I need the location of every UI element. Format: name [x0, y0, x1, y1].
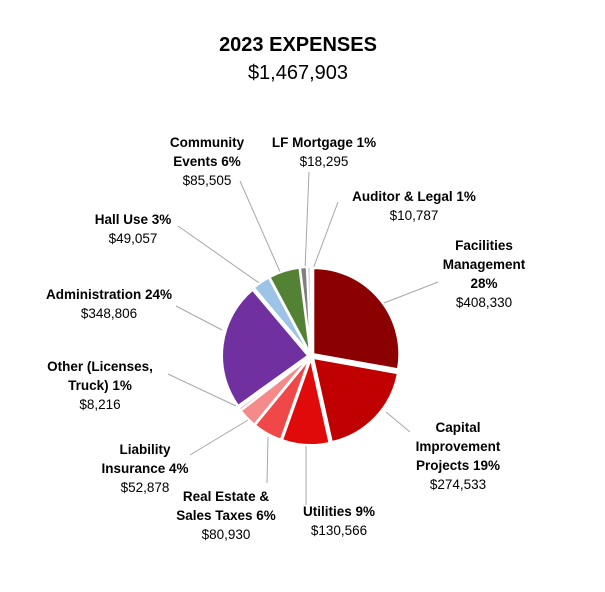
slice-label-value: $274,533	[430, 477, 486, 492]
leader-line	[189, 419, 249, 456]
slice-label-value: $348,806	[81, 306, 137, 321]
slice-label-name: LF Mortgage 1%	[272, 135, 376, 150]
leader-line	[167, 373, 237, 407]
slice-label: Hall Use 3% $49,057	[95, 212, 172, 246]
slice-label: LF Mortgage 1% $18,295	[272, 135, 376, 169]
slice-label-name: Projects 19%	[416, 458, 500, 473]
slice-label-name: Real Estate &	[183, 489, 270, 504]
pie-slice-facilities-management	[312, 267, 401, 371]
chart-title: 2023 EXPENSES	[219, 34, 377, 56]
pie-slice-auditor-legal	[305, 266, 312, 354]
slice-label-name: Liability	[119, 442, 170, 457]
slice-label-name: Hall Use 3%	[95, 212, 172, 227]
leader-line	[175, 305, 223, 331]
slice-label-value: $8,216	[79, 397, 120, 412]
pie-slice-administration	[221, 288, 310, 408]
pie-slices	[221, 266, 401, 446]
leader-line	[266, 436, 269, 484]
slice-label-value: $130,566	[311, 523, 367, 538]
leader-lines	[167, 171, 439, 505]
leader-line	[378, 281, 439, 306]
leader-line	[177, 225, 263, 286]
chart-total: $1,467,903	[248, 62, 348, 84]
slice-label-value: $85,505	[183, 173, 232, 188]
slice-label-name: Management	[443, 257, 526, 272]
slice-label-name: Truck) 1%	[68, 378, 132, 393]
leader-line	[385, 411, 411, 433]
slice-label: Administration 24% $348,806	[46, 287, 172, 321]
slice-label-name: Administration 24%	[46, 287, 172, 302]
slice-label: Facilities Management 28% $408,330	[443, 238, 526, 310]
slice-label-value: $52,878	[121, 480, 170, 495]
slice-label-name: Improvement	[416, 439, 501, 454]
slice-label-name: Community	[170, 135, 245, 150]
slice-label-value: $49,057	[109, 231, 158, 246]
slice-label-name: Insurance 4%	[101, 461, 188, 476]
slice-label-name: Auditor & Legal 1%	[352, 189, 476, 204]
slice-label-value: $80,930	[202, 527, 251, 542]
slice-label-value: $18,295	[300, 154, 349, 169]
slice-label: Capital Improvement Projects 19% $274,533	[416, 420, 501, 492]
slice-label-value: $10,787	[390, 208, 439, 223]
slice-label-value: $408,330	[456, 295, 512, 310]
slice-label: Auditor & Legal 1% $10,787	[352, 189, 476, 223]
slice-label: Utilities 9% $130,566	[303, 504, 375, 538]
slice-label-name: Other (Licenses,	[47, 359, 153, 374]
slice-label: Other (Licenses, Truck) 1% $8,216	[47, 359, 153, 412]
slice-label: Community Events 6% $85,505	[170, 135, 245, 188]
leader-line	[239, 180, 282, 275]
slice-label: Real Estate & Sales Taxes 6% $80,930	[176, 489, 276, 542]
pie-slice-capital-improvement-projects	[311, 356, 399, 444]
slice-label-name: Utilities 9%	[303, 504, 375, 519]
slice-label-name: 28%	[470, 276, 497, 291]
slice-label-name: Capital	[435, 420, 480, 435]
slice-label: Liability Insurance 4% $52,878	[101, 442, 188, 495]
slice-label-name: Sales Taxes 6%	[176, 508, 276, 523]
slice-labels: Facilities Management 28% $408,330 Capital Im…	[46, 135, 526, 542]
slice-label-name: Events 6%	[173, 154, 241, 169]
pie-slice-other-licenses-truck	[237, 356, 310, 412]
leader-line	[312, 201, 339, 270]
pie-slice-utilities	[280, 355, 331, 446]
leader-line	[304, 171, 310, 271]
slice-label-name: Facilities	[455, 238, 513, 253]
